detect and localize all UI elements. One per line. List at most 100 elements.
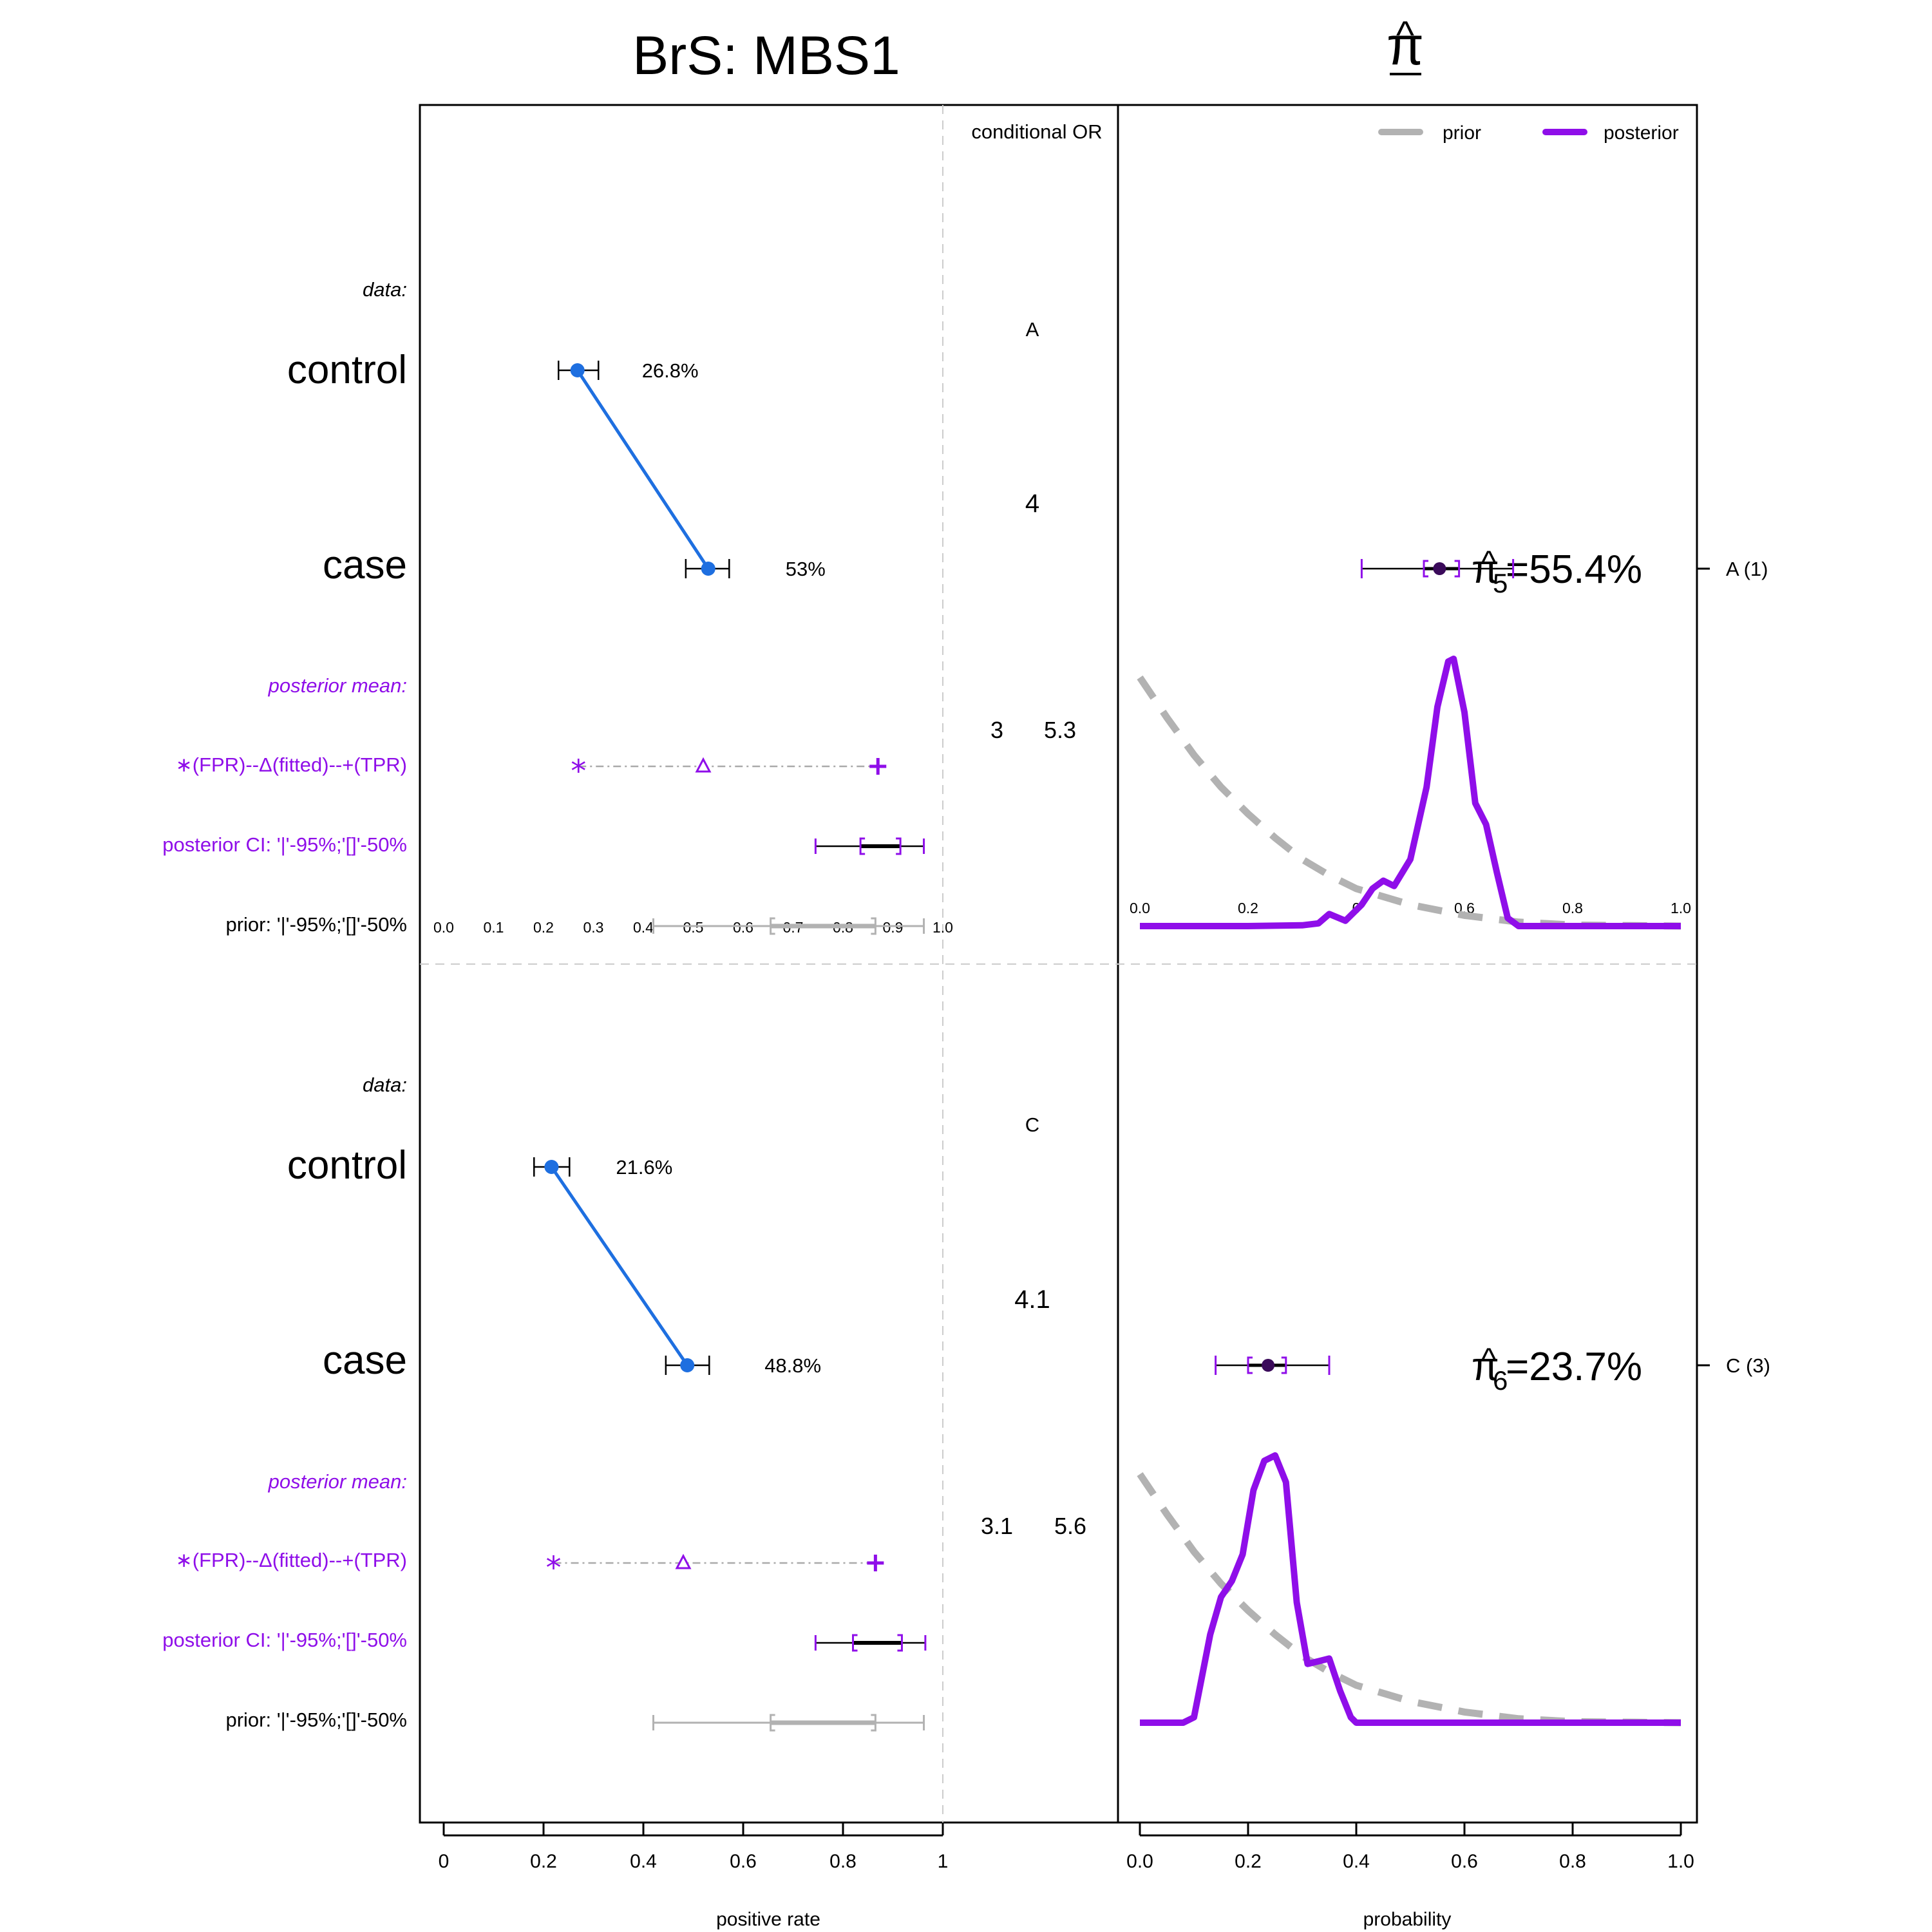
right-inner-tick-label: 0.8 xyxy=(1562,900,1583,916)
panel-c: 21.6% 48.8% * xyxy=(533,1156,1681,1732)
tpr-marker xyxy=(869,758,887,775)
pi-ci50-bracket xyxy=(1247,1356,1253,1374)
observed-connector xyxy=(550,1166,689,1367)
posterior-ci50-bracket xyxy=(859,837,866,855)
label-case: case xyxy=(323,543,407,587)
inner-tick-label: 0.6 xyxy=(733,919,753,936)
fitted-marker xyxy=(675,1553,692,1569)
fitted-marker xyxy=(695,757,712,773)
case-point xyxy=(701,562,715,576)
posterior-ci50-bracket xyxy=(897,1634,903,1652)
panel-letter: C xyxy=(1025,1113,1039,1136)
pi-ci50-bracket xyxy=(1423,560,1428,578)
fpr-marker: * xyxy=(571,753,586,790)
label-data: data: xyxy=(363,1074,407,1096)
label-posterior-mean: posterior mean: xyxy=(268,1470,407,1493)
label-marker-legend: ∗(FPR)--Δ(fitted)--+(TPR) xyxy=(176,753,407,776)
right-x-tick-label: 0.0 xyxy=(1126,1851,1153,1872)
or-ci-high: 5.6 xyxy=(1054,1513,1086,1539)
pi-subscript: 6 xyxy=(1493,1365,1508,1396)
figure-title: BrS: MBS1 xyxy=(632,25,900,86)
panel-letter: A xyxy=(1026,318,1039,341)
pi-ci50-bracket xyxy=(1454,560,1461,578)
legend-posterior-label: posterior xyxy=(1604,122,1679,144)
right-x-tick-label: 0.6 xyxy=(1451,1851,1478,1872)
label-data: data: xyxy=(363,278,407,301)
right-x-axis-label: probability xyxy=(1363,1909,1452,1930)
label-control: control xyxy=(287,348,407,392)
case-rate-label: 48.8% xyxy=(764,1354,821,1377)
label-prior: prior: '|'-95%;'[]'-50% xyxy=(225,1709,407,1731)
prior-density-curve xyxy=(1137,675,1681,930)
right-x-tick-label: 0.8 xyxy=(1559,1851,1586,1872)
label-posterior-mean: posterior mean: xyxy=(268,674,407,697)
label-prior: prior: '|'-95%;'[]'-50% xyxy=(225,913,407,936)
or-ci-low: 3.1 xyxy=(981,1513,1013,1539)
left-x-tick-label: 1 xyxy=(938,1851,949,1872)
prior-ci50-bracket xyxy=(871,1714,876,1732)
right-label-a: A (1) xyxy=(1726,558,1768,580)
pi-hat: ^ xyxy=(1481,544,1497,580)
right-x-tick-label: 0.4 xyxy=(1343,1851,1370,1872)
posterior-density-curve xyxy=(1140,1452,1681,1726)
legend-prior-label: prior xyxy=(1443,122,1481,144)
prior-ci50-bracket xyxy=(770,917,775,935)
inner-tick-label: 0.0 xyxy=(433,919,454,936)
posterior-ci50-bracket xyxy=(852,1634,858,1652)
left-x-tick-label: 0.4 xyxy=(630,1851,657,1872)
or-value: 4.1 xyxy=(1014,1285,1050,1314)
right-x-tick-label: 0.2 xyxy=(1235,1851,1262,1872)
pi-symbol: π xyxy=(1472,1345,1499,1389)
right-label-c: C (3) xyxy=(1726,1354,1770,1377)
inner-tick-label: 1.0 xyxy=(933,919,953,936)
or-panel-a: A 4 3 5.3 xyxy=(990,318,1076,743)
control-point xyxy=(570,363,585,377)
case-rate-label: 53% xyxy=(786,558,826,580)
prior-ci50-bracket xyxy=(770,1714,775,1732)
observed-connector xyxy=(576,369,710,570)
pi-mean-point xyxy=(1433,562,1446,575)
label-case: case xyxy=(323,1338,407,1383)
row-labels-panel-c: data: control case posterior mean: ∗(FPR… xyxy=(162,1074,407,1731)
density-legend: prior posterior xyxy=(1378,122,1679,144)
pi-value: =55.4% xyxy=(1506,547,1642,592)
panel-a: 26.8% 53% * xyxy=(558,359,1681,935)
axes-layer: 0 0.2 0.4 0.6 0.8 1 0.0 0.2 0.4 0.6 0.8 1.0 0.0 0.1 0.… xyxy=(433,900,1694,1872)
inner-tick-label: 0.4 xyxy=(633,919,654,936)
pi-symbol: π xyxy=(1472,547,1499,592)
or-ci-high: 5.3 xyxy=(1044,717,1076,743)
right-inner-tick-label: 1.0 xyxy=(1671,900,1691,916)
inner-tick-label: 0.2 xyxy=(533,919,554,936)
left-x-tick-label: 0.2 xyxy=(530,1851,557,1872)
pi-header: ^ π xyxy=(1387,14,1424,76)
pi-header-hat: ^ xyxy=(1396,14,1414,57)
posterior-ci50-bracket xyxy=(896,837,902,855)
left-x-tick-label: 0.8 xyxy=(829,1851,857,1872)
right-inner-tick-label: 0.2 xyxy=(1238,900,1258,916)
fpr-marker: * xyxy=(546,1550,562,1586)
or-value: 4 xyxy=(1025,489,1039,518)
left-x-axis-label: positive rate xyxy=(716,1909,820,1930)
row-labels-panel-a: data: control case posterior mean: ∗(FPR… xyxy=(162,278,407,936)
tpr-marker xyxy=(867,1555,884,1571)
pi-ci50-bracket xyxy=(1281,1356,1287,1374)
right-labels: A (1) C (3) xyxy=(1697,558,1770,1377)
inner-tick-label: 0.1 xyxy=(484,919,504,936)
control-point xyxy=(544,1160,559,1174)
control-rate-label: 26.8% xyxy=(642,359,699,382)
label-posterior-ci: posterior CI: '|'-95%;'[]'-50% xyxy=(162,833,407,856)
pi-annotation-a: ^ π 5 =55.4% xyxy=(1472,544,1642,598)
inner-tick-label: 0.3 xyxy=(583,919,604,936)
label-control: control xyxy=(287,1143,407,1188)
pi-value: =23.7% xyxy=(1506,1345,1642,1389)
label-posterior-ci: posterior CI: '|'-95%;'[]'-50% xyxy=(162,1629,407,1651)
pi-hat: ^ xyxy=(1481,1341,1497,1378)
or-panel-c: C 4.1 3.1 5.6 xyxy=(981,1113,1086,1539)
left-x-tick-label: 0.6 xyxy=(730,1851,757,1872)
pi-header-symbol: π xyxy=(1387,15,1424,76)
inner-tick-label: 0.5 xyxy=(683,919,704,936)
left-x-tick-label: 0 xyxy=(439,1851,450,1872)
control-rate-label: 21.6% xyxy=(616,1156,672,1179)
label-marker-legend: ∗(FPR)--Δ(fitted)--+(TPR) xyxy=(176,1549,407,1571)
